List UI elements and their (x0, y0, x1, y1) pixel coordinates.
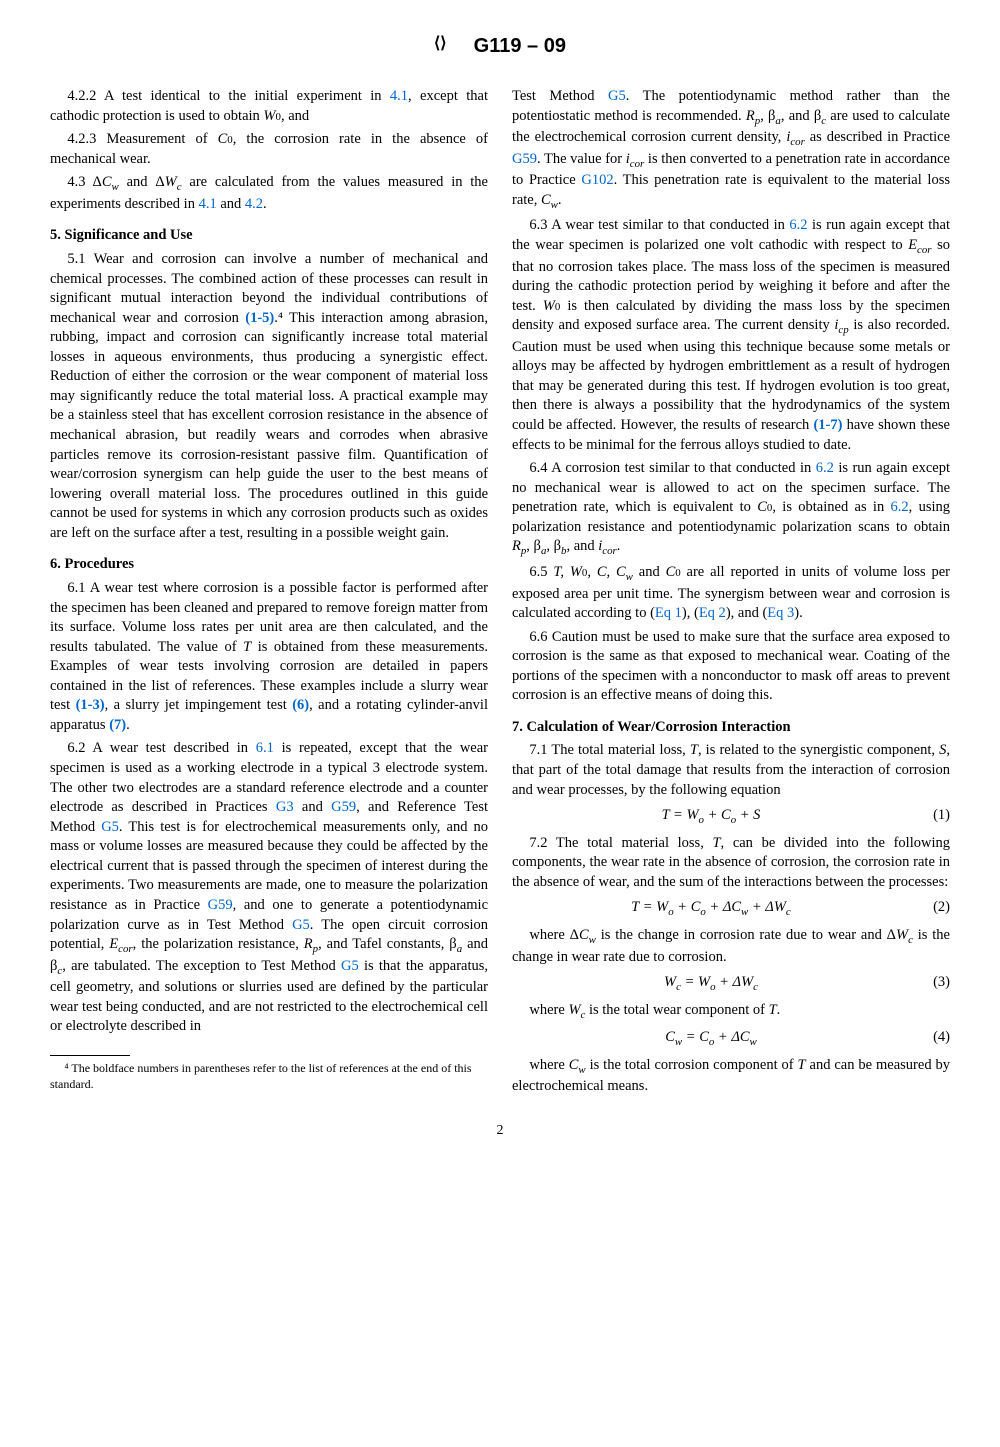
ref-g102: G102 (581, 172, 613, 188)
ref-g5b: G5 (292, 917, 310, 933)
ref-6-2: 6.2 (789, 217, 807, 233)
para-6-5: 6.5 T, W0, C, Cw and C0 are all reported… (512, 563, 950, 624)
standard-number: G119 – 09 (474, 33, 566, 60)
para-6-2: 6.2 A wear test described in 6.1 is repe… (50, 739, 488, 1036)
ref-4-1: 4.1 (390, 88, 408, 104)
ref-eq2: Eq 2 (699, 605, 726, 621)
equation-1: T = Wo + Co + S (1) (512, 806, 950, 828)
ref-1-7: (1-7) (813, 417, 842, 433)
astm-logo: ⟨⟩ (434, 30, 462, 62)
equation-2: T = Wo + Co + ΔCw + ΔWc (2) (512, 898, 950, 920)
document-header: ⟨⟩ G119 – 09 (50, 30, 950, 62)
para-5-1: 5.1 Wear and corrosion can involve a num… (50, 250, 488, 543)
ref-g59: G59 (331, 799, 356, 815)
ref-g59b: G59 (208, 897, 233, 913)
para-6-1: 6.1 A wear test where corrosion is a pos… (50, 579, 488, 736)
ref-7: (7) (109, 717, 126, 733)
ref-6-2b: 6.2 (816, 460, 834, 476)
ref-4-1b: 4.1 (199, 196, 217, 212)
ref-g5: G5 (101, 819, 119, 835)
ref-eq1: Eq 1 (655, 605, 682, 621)
ref-6-2c: 6.2 (891, 499, 909, 515)
para-7-4-where: where Cw is the total corrosion componen… (512, 1056, 950, 1097)
footnote-divider (50, 1055, 130, 1056)
footnote-4: ⁴ The boldface numbers in parentheses re… (50, 1060, 488, 1092)
ref-1-3: (1-3) (76, 697, 105, 713)
ref-g3: G3 (276, 799, 294, 815)
ref-g5d: G5 (608, 88, 626, 104)
section-5-title: 5. Significance and Use (50, 226, 488, 246)
para-4-2-3: 4.2.3 Measurement of C0, the corrosion r… (50, 130, 488, 169)
section-6-title: 6. Procedures (50, 555, 488, 575)
para-4-3: 4.3 ΔCw and ΔWc are calculated from the … (50, 173, 488, 214)
content-columns: 4.2.2 A test identical to the initial ex… (50, 87, 950, 1097)
para-7-3-where: where Wc is the total wear component of … (512, 1001, 950, 1023)
equation-3: Wc = Wo + ΔWc (3) (512, 973, 950, 995)
para-6-4: 6.4 A corrosion test similar to that con… (512, 459, 950, 559)
ref-1-5: (1-5) (245, 310, 274, 326)
para-6-6: 6.6 Caution must be used to make sure th… (512, 628, 950, 706)
equation-4: Cw = Co + ΔCw (4) (512, 1028, 950, 1050)
ref-g5c: G5 (341, 958, 359, 974)
para-4-2-2: 4.2.2 A test identical to the initial ex… (50, 87, 488, 126)
ref-4-2: 4.2 (245, 196, 263, 212)
para-6-2-cont: Test Method G5. The potentiodynamic meth… (512, 87, 950, 212)
ref-6: (6) (292, 697, 309, 713)
page-number: 2 (50, 1122, 950, 1141)
para-7-2-where: where ΔCw is the change in corrosion rat… (512, 926, 950, 967)
para-7-1: 7.1 The total material loss, T, is relat… (512, 741, 950, 800)
section-7-title: 7. Calculation of Wear/Corrosion Interac… (512, 718, 950, 738)
para-6-3: 6.3 A wear test similar to that conducte… (512, 216, 950, 455)
para-7-2: 7.2 The total material loss, T, can be d… (512, 834, 950, 893)
svg-text:⟨⟩: ⟨⟩ (434, 35, 446, 52)
ref-6-1: 6.1 (256, 740, 274, 756)
ref-eq3: Eq 3 (767, 605, 794, 621)
ref-g59c: G59 (512, 151, 537, 167)
